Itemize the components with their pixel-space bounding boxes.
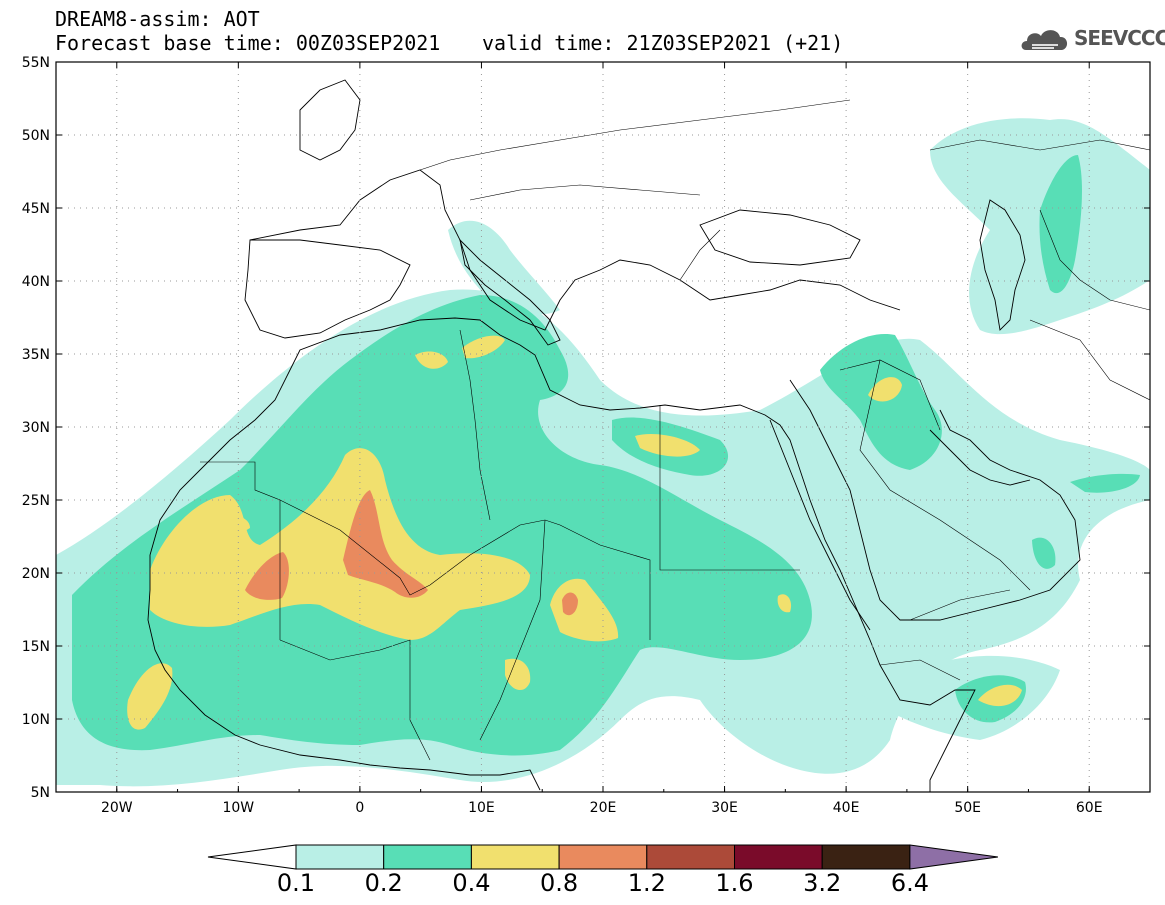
- border: [469, 184, 701, 201]
- iberia-coastline: [244, 239, 411, 339]
- lon-tick-label: 0: [355, 800, 364, 816]
- west-africa-coastline: [147, 555, 541, 791]
- lon-tick-label: 20W: [101, 800, 133, 816]
- border: [839, 359, 941, 431]
- border: [279, 499, 546, 596]
- aot-contour-high: [635, 433, 700, 457]
- lon-tick-label: 10W: [222, 800, 254, 816]
- caspian-coastline: [979, 199, 1026, 331]
- border: [544, 519, 651, 640]
- lat-tick-label: 40N: [22, 274, 50, 290]
- lat-tick-label: 5N: [31, 785, 50, 801]
- aot-contour-mid: [72, 295, 812, 756]
- colorbar-box: [734, 844, 823, 870]
- colorbar-box: [295, 844, 385, 870]
- logo-text: SEEVCCC: [1074, 26, 1165, 50]
- colorbar-level-label: 0.4: [452, 869, 490, 897]
- seevccc-logo: SEEVCCC: [1018, 22, 1165, 58]
- colorbar-level-label: 3.2: [803, 869, 841, 897]
- aot-contour-mid: [1070, 473, 1140, 493]
- colorbar-level-label: 1.6: [715, 869, 753, 897]
- border: [419, 99, 851, 171]
- lon-tick-label: 50E: [954, 800, 981, 816]
- lon-tick-label: 60E: [1076, 800, 1103, 816]
- europe-coastline: [249, 169, 901, 331]
- lat-tick-label: 25N: [22, 493, 50, 509]
- lat-tick-label: 30N: [22, 420, 50, 436]
- uk-coastline: [299, 79, 361, 161]
- border: [200, 461, 281, 640]
- colorbar-level-label: 0.2: [365, 869, 403, 897]
- colorbar-box: [646, 844, 735, 870]
- colorbar-level-label: 0.8: [540, 869, 578, 897]
- lat-tick-label: 15N: [22, 639, 50, 655]
- aot-contour-veryhigh: [343, 490, 428, 598]
- border: [1029, 319, 1150, 401]
- persian-gulf-coastline: [929, 429, 1031, 486]
- aot-field: [56, 118, 1150, 787]
- border: [929, 139, 1150, 151]
- border: [679, 229, 721, 281]
- aot-contour-veryhigh: [562, 592, 578, 616]
- colorbar-level-label: 0.1: [277, 869, 315, 897]
- border: [459, 329, 491, 521]
- map-title: DREAM8-assim: AOT: [55, 7, 260, 31]
- aot-contour-high: [225, 516, 250, 532]
- italy-coastline: [459, 238, 561, 346]
- colorbar-arrow-left: [207, 844, 297, 870]
- aot-contour-low: [448, 220, 560, 315]
- aot-contour-high: [150, 448, 530, 640]
- border: [909, 589, 1011, 621]
- country-borders: [200, 99, 1150, 761]
- arabia-coastline: [789, 379, 1081, 621]
- africa-coastline: [149, 317, 976, 792]
- lat-tick-label: 45N: [22, 201, 50, 217]
- aot-contour-high: [127, 663, 173, 730]
- valid-time: valid time: 21Z03SEP2021 (+21): [482, 31, 844, 55]
- lat-tick-label: 20N: [22, 566, 50, 582]
- colorbar-box: [558, 844, 648, 870]
- aot-contour-high: [978, 684, 1022, 707]
- coastlines: [147, 79, 1081, 792]
- border: [279, 639, 431, 761]
- colorbar: 0.1 0.2 0.4 0.8 1.2 1.6 3.2 6.4: [207, 844, 998, 897]
- lon-tick-label: 20E: [590, 800, 617, 816]
- border: [659, 405, 800, 571]
- lat-tick-label: 50N: [22, 128, 50, 144]
- aot-contour-high: [505, 658, 531, 691]
- cloud-icon: [1021, 30, 1068, 50]
- lat-tick-label: 55N: [22, 55, 50, 71]
- colorbar-box: [383, 844, 472, 870]
- border: [1039, 209, 1150, 311]
- border: [859, 359, 1031, 591]
- colorbar-level-label: 6.4: [891, 869, 929, 897]
- lat-labels: 5N 10N 15N 20N 25N 30N 35N 40N 45N 50N 55N: [22, 55, 50, 801]
- aot-contour-mid: [1032, 537, 1056, 569]
- border: [879, 659, 961, 681]
- lat-tick-label: 10N: [22, 712, 50, 728]
- colorbar-box: [821, 844, 911, 870]
- lon-tick-label: 10E: [468, 800, 495, 816]
- lat-tick-label: 35N: [22, 347, 50, 363]
- aot-contour-high: [462, 335, 505, 359]
- colorbar-arrow-right: [909, 844, 998, 870]
- lon-tick-label: 40E: [833, 800, 860, 816]
- colorbar-level-label: 1.2: [628, 869, 666, 897]
- lon-tick-label: 30E: [711, 800, 738, 816]
- grid: [56, 62, 1150, 792]
- lon-labels: 20W 10W 0 10E 20E 30E 40E 50E 60E: [101, 800, 1103, 816]
- aot-contour-high: [777, 594, 792, 613]
- border: [479, 519, 546, 741]
- aot-contour-high: [868, 377, 902, 402]
- colorbar-box: [470, 844, 560, 870]
- aot-contour-mid: [1039, 155, 1082, 294]
- red-sea-coastline: [769, 419, 871, 631]
- aot-contour-mid: [820, 334, 942, 470]
- black-sea-coastline: [699, 209, 861, 266]
- axis-ticks: [55, 61, 1151, 793]
- aot-contour-high: [415, 351, 448, 369]
- aot-contour-veryhigh: [245, 552, 289, 600]
- forecast-base-time: Forecast base time: 00Z03SEP2021: [55, 31, 441, 55]
